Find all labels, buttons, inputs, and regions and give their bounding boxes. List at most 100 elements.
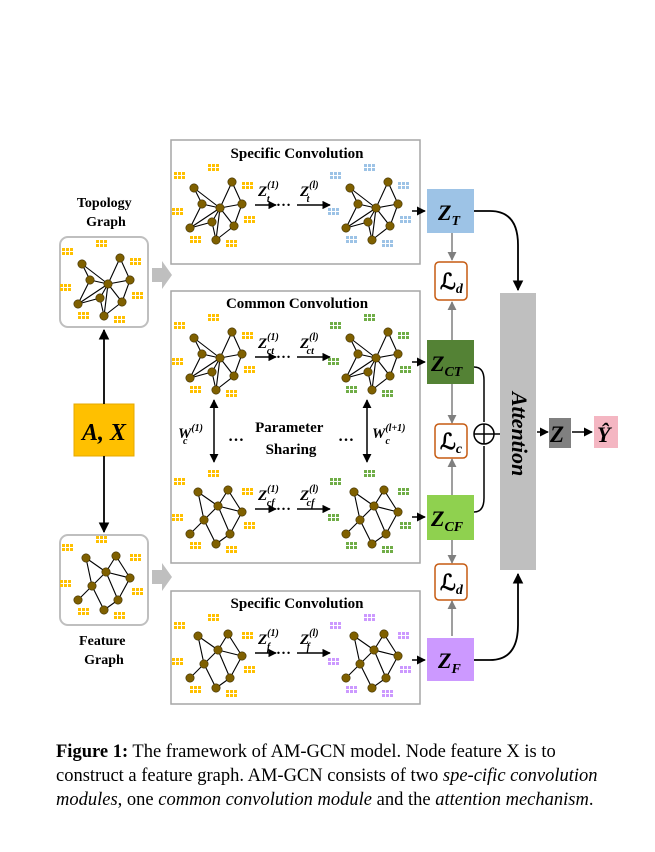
layer-dots: … xyxy=(276,346,291,362)
feature-output-graph xyxy=(328,614,411,697)
caption-italic-3: attention mechanism xyxy=(435,790,589,810)
feature-to-module-arrow xyxy=(152,563,172,591)
graph-node xyxy=(211,235,221,245)
layer-label: Z(1) ct xyxy=(257,332,279,357)
layer-label: Z(1) cf xyxy=(257,484,279,509)
zf-label: ZF xyxy=(437,648,461,677)
graph-node xyxy=(363,217,373,227)
graph-node xyxy=(367,385,377,395)
zf-to-attention xyxy=(474,572,524,661)
layer-label: Z(l) t xyxy=(299,180,319,205)
graph-node xyxy=(367,539,377,549)
graph-node xyxy=(207,217,217,227)
common-feature-input-graph xyxy=(172,470,255,553)
graph-node xyxy=(341,529,351,539)
zcf-to-oplus xyxy=(473,446,485,513)
graph-node xyxy=(393,507,403,517)
common-title: Common Convolution xyxy=(226,296,369,312)
graph-node xyxy=(355,659,365,669)
graph-node xyxy=(77,259,87,269)
graph-node xyxy=(211,683,221,693)
graph-node xyxy=(363,367,373,377)
specific-top-title: Specific Convolution xyxy=(231,146,365,162)
graph-node xyxy=(369,501,379,511)
layer-dots: … xyxy=(276,194,291,210)
caption-label: Figure 1: xyxy=(56,742,129,762)
specific-bottom-title: Specific Convolution xyxy=(231,596,365,612)
graph-node xyxy=(113,595,123,605)
layer-labels: Z(1) t …Z(l) tZ(1) ct …Z(l) ctZ(1) cf …Z(l) cfZ(1… xyxy=(178,180,405,658)
graph-node xyxy=(237,651,247,661)
graph-node xyxy=(381,673,391,683)
graph-node xyxy=(345,333,355,343)
loss-d-top: ℒd xyxy=(434,261,468,301)
graph-node xyxy=(189,333,199,343)
caption-italic-1: spe-cific convolution modules xyxy=(56,766,598,810)
param-dots-left: … xyxy=(228,428,244,445)
graph-node xyxy=(185,673,195,683)
topology-to-module-arrow xyxy=(152,261,172,289)
weight-label: W(l+1) c xyxy=(372,423,405,447)
zt-label: ZT xyxy=(437,200,461,229)
graph-node xyxy=(383,177,393,187)
common-feature-output-graph xyxy=(328,470,411,553)
graph-node xyxy=(185,373,195,383)
graph-node xyxy=(385,371,395,381)
y-output-box xyxy=(594,416,618,448)
caption-text-1: The framework of AM-GCN model. Node feat… xyxy=(56,742,556,786)
figure-caption: Figure 1: The framework of AM-GCN model.… xyxy=(56,740,626,812)
caption-italic-2: common convolution module xyxy=(158,790,373,810)
zct-embedding: ZCT xyxy=(427,340,474,384)
graph-node xyxy=(213,501,223,511)
graph-node xyxy=(197,199,207,209)
graph-node xyxy=(199,515,209,525)
graph-node xyxy=(355,515,365,525)
zt-to-attention xyxy=(474,210,524,292)
layer-label: Z(l) f xyxy=(299,628,319,653)
zct-to-oplus xyxy=(473,366,485,422)
layer-label: Z(1) t xyxy=(257,180,279,205)
graph-node xyxy=(367,683,377,693)
zf-embedding: ZF xyxy=(427,638,474,681)
graph-node xyxy=(225,673,235,683)
graph-node xyxy=(237,349,247,359)
topology-input-graph xyxy=(172,164,255,247)
graph-node xyxy=(87,581,97,591)
graph-node xyxy=(103,279,113,289)
topology-graph-icon xyxy=(60,240,143,323)
graph-node xyxy=(379,485,389,495)
input-box xyxy=(73,403,135,457)
graph-node xyxy=(379,629,389,639)
graph-node xyxy=(345,183,355,193)
graph-node xyxy=(215,353,225,363)
attention-label: Attention xyxy=(507,390,532,476)
graph-node xyxy=(349,631,359,641)
graph-node xyxy=(227,177,237,187)
topology-graph-label: Topology Graph xyxy=(77,196,135,230)
caption-text-3: and the xyxy=(372,790,436,810)
graph-node xyxy=(199,659,209,669)
graph-node xyxy=(371,203,381,213)
feature-graph-icon xyxy=(60,536,143,619)
graph-node xyxy=(393,199,403,209)
layer-dots: … xyxy=(276,498,291,514)
graph-node xyxy=(223,629,233,639)
graph-node xyxy=(99,605,109,615)
caption-text-2: , one xyxy=(117,790,159,810)
graph-node xyxy=(211,385,221,395)
common-topology-input-graph xyxy=(172,314,255,397)
graph-node xyxy=(381,529,391,539)
graph-node xyxy=(73,299,83,309)
graph-node xyxy=(125,573,135,583)
layer-label: Z(l) cf xyxy=(299,484,319,509)
graph-node xyxy=(349,487,359,497)
graph-node xyxy=(213,645,223,655)
graph-node xyxy=(237,199,247,209)
graph-node xyxy=(383,327,393,337)
graph-node xyxy=(117,297,127,307)
weight-label: W(1) c xyxy=(178,423,203,447)
graph-node xyxy=(125,275,135,285)
graph-node xyxy=(341,373,351,383)
zt-embedding: ZT xyxy=(427,189,474,233)
